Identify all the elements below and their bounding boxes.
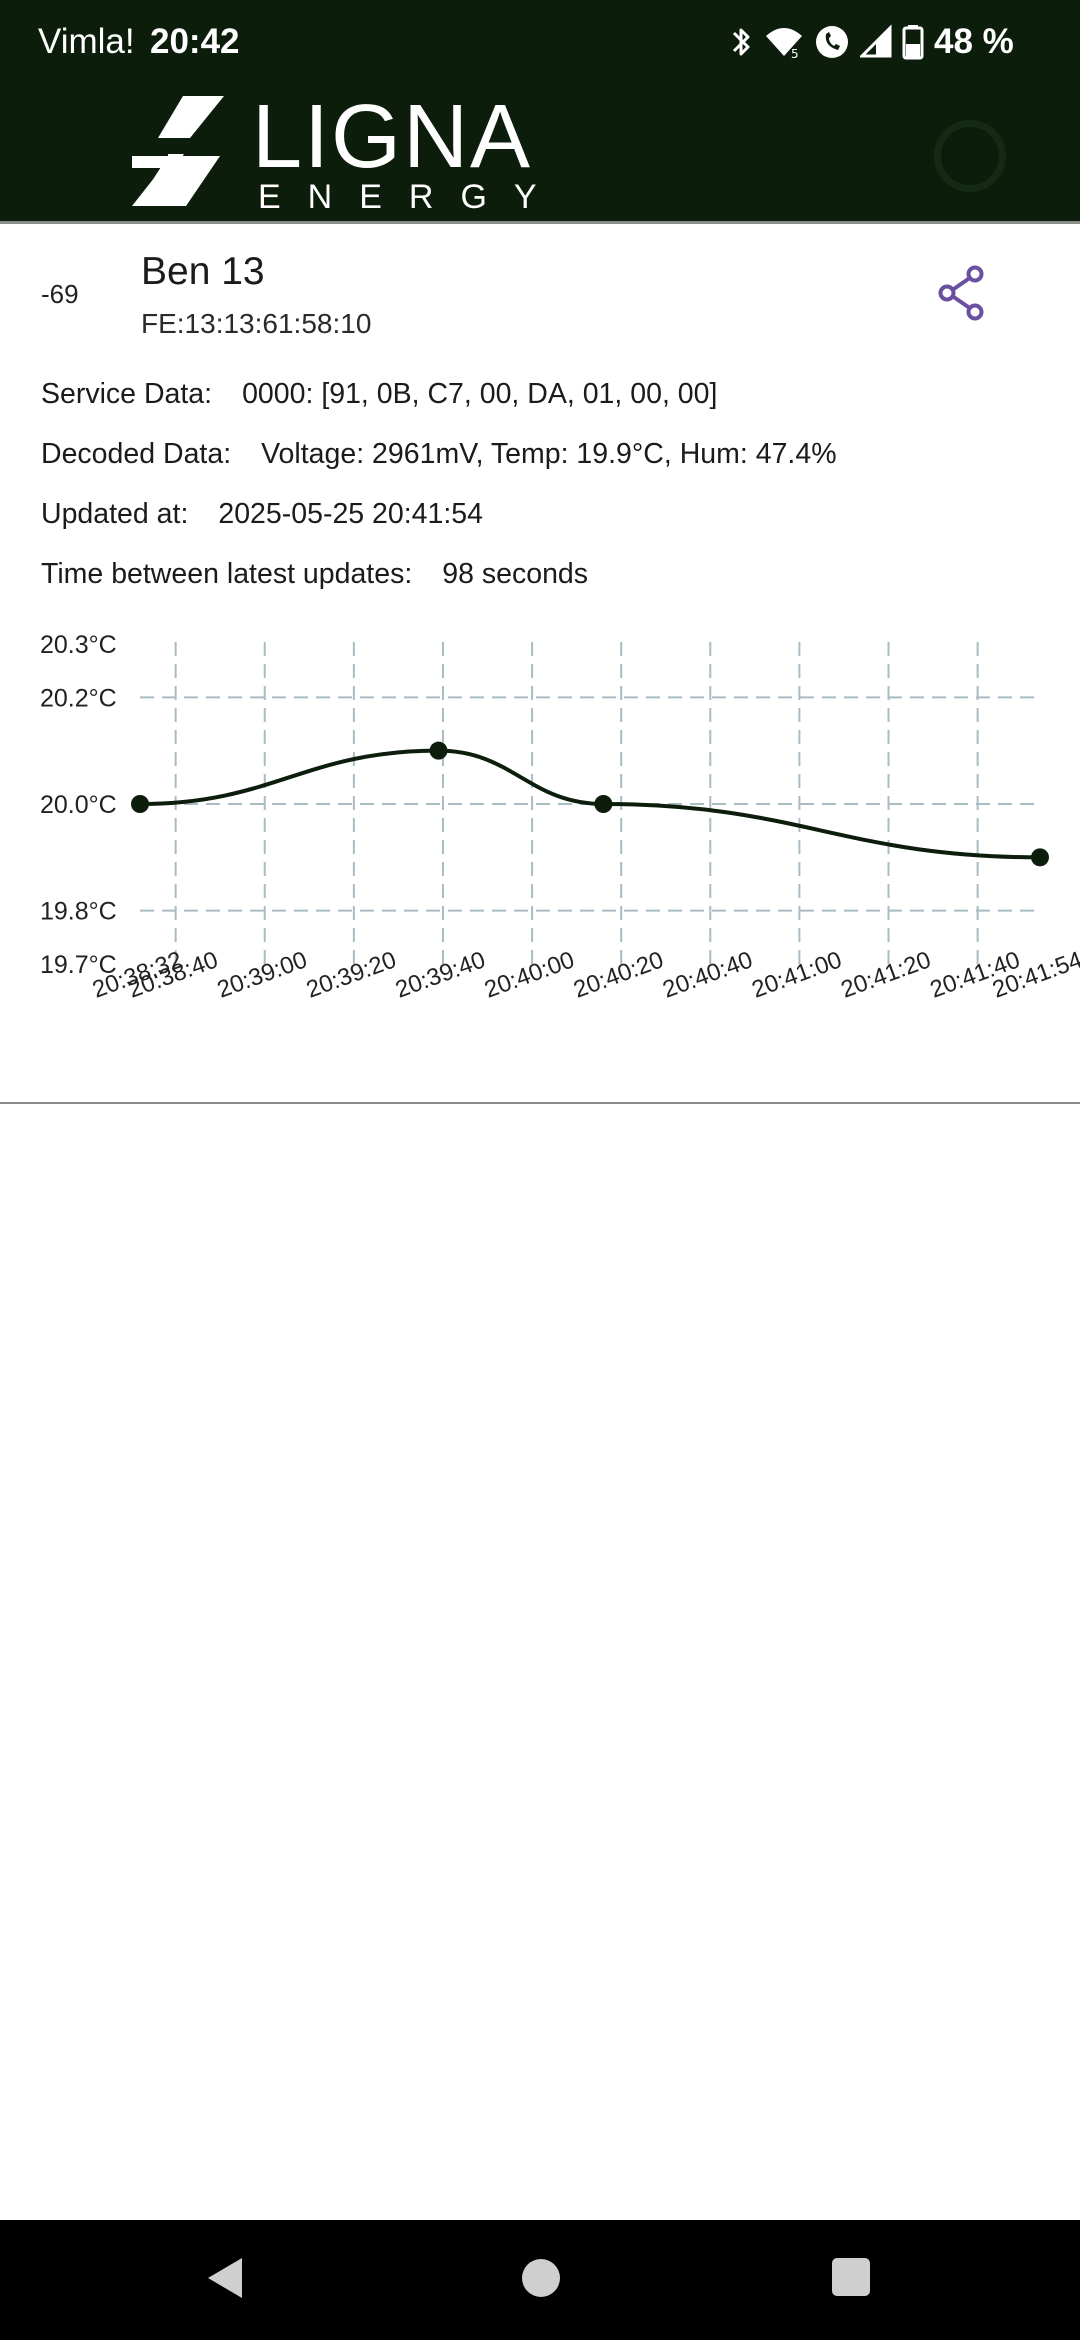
device-mac-address: FE:13:13:61:58:10 [141, 308, 372, 339]
temperature-data-point [429, 741, 448, 760]
x-tick-label: 20:40:40 [659, 946, 756, 1003]
x-tick-label: 20:39:40 [392, 946, 489, 1003]
wifi-calling-icon [816, 26, 848, 58]
wifi-icon: 5 [766, 28, 802, 60]
decoded-data-value: Voltage: 2961mV, Temp: 19.9°C, Hum: 47.4… [261, 438, 837, 470]
status-icons: 5 [728, 20, 924, 64]
x-tick-label: 20:40:00 [481, 946, 578, 1003]
recents-button[interactable] [832, 2258, 870, 2296]
service-data-row: Service Data: 0000: [91, 0B, C7, 00, DA, … [41, 378, 717, 411]
x-tick-label: 20:41:00 [748, 946, 845, 1003]
app-header: Vimla! 20:42 5 [0, 0, 1080, 222]
bluetooth-icon [732, 28, 750, 56]
status-bar: Vimla! 20:42 5 [0, 0, 1080, 82]
x-tick-label: 20:39:20 [303, 946, 400, 1003]
logo-mark-icon [132, 96, 224, 206]
svg-text:5: 5 [791, 47, 799, 60]
ligna-energy-logo: LIGNA ENERGY [128, 87, 568, 216]
temperature-data-point [1031, 848, 1049, 867]
updated-at-value: 2025-05-25 20:41:54 [218, 498, 484, 530]
update-interval-row: Time between latest updates: 98 seconds [41, 558, 588, 591]
share-icon [938, 265, 984, 321]
temperature-data-point [594, 795, 613, 813]
update-interval-label: Time between latest updates: [41, 558, 413, 590]
cell-signal-icon [860, 24, 892, 58]
temperature-chart: 20.3°C 20.2°C 20.0°C 19.8°C 19.7°C 20:38:32 20… [0, 620, 1080, 1060]
decoded-data-label: Decoded Data: [41, 438, 232, 470]
share-button[interactable] [930, 262, 992, 324]
y-tick-label: 19.7°C [40, 951, 117, 979]
status-clock: 20:42 [150, 22, 240, 61]
back-button[interactable] [208, 2258, 242, 2298]
rssi-value: -69 [41, 279, 79, 309]
device-name: Ben 13 [141, 250, 265, 293]
x-tick-label: 20:40:20 [570, 946, 667, 1003]
service-data-label: Service Data: [41, 378, 213, 410]
header-divider [0, 221, 1080, 224]
update-interval-value: 98 seconds [442, 558, 589, 590]
y-tick-label: 20.0°C [40, 791, 117, 819]
home-button[interactable] [522, 2259, 560, 2297]
y-tick-label: 19.8°C [40, 898, 117, 926]
loading-spinner [934, 120, 1006, 192]
temperature-series-line [139, 748, 1041, 860]
temperature-chart-svg: 20.3°C20.2°C20.0°C19.8°C19.7°C20:38:3220… [40, 631, 1080, 1004]
system-nav-bar [0, 2220, 1080, 2340]
carrier-name: Vimla! [38, 22, 135, 61]
x-tick-label: 20:39:00 [214, 946, 311, 1003]
updated-at-row: Updated at: 2025-05-25 20:41:54 [41, 498, 483, 531]
logo-subtitle: ENERGY [258, 178, 564, 216]
decoded-data-row: Decoded Data: Voltage: 2961mV, Temp: 19.9… [41, 438, 837, 471]
battery-percent: 48 % [934, 22, 1014, 61]
x-tick-label: 20:41:20 [837, 946, 934, 1003]
service-data-value: 0000: [91, 0B, C7, 00, DA, 01, 00, 00] [242, 378, 718, 410]
y-tick-label: 20.3°C [40, 631, 117, 659]
logo-wordmark: LIGNA [252, 87, 533, 187]
y-tick-label: 20.2°C [40, 684, 117, 712]
battery-icon [902, 25, 924, 60]
updated-at-label: Updated at: [41, 498, 189, 530]
chart-divider [0, 1102, 1080, 1104]
temperature-data-point [131, 795, 149, 813]
